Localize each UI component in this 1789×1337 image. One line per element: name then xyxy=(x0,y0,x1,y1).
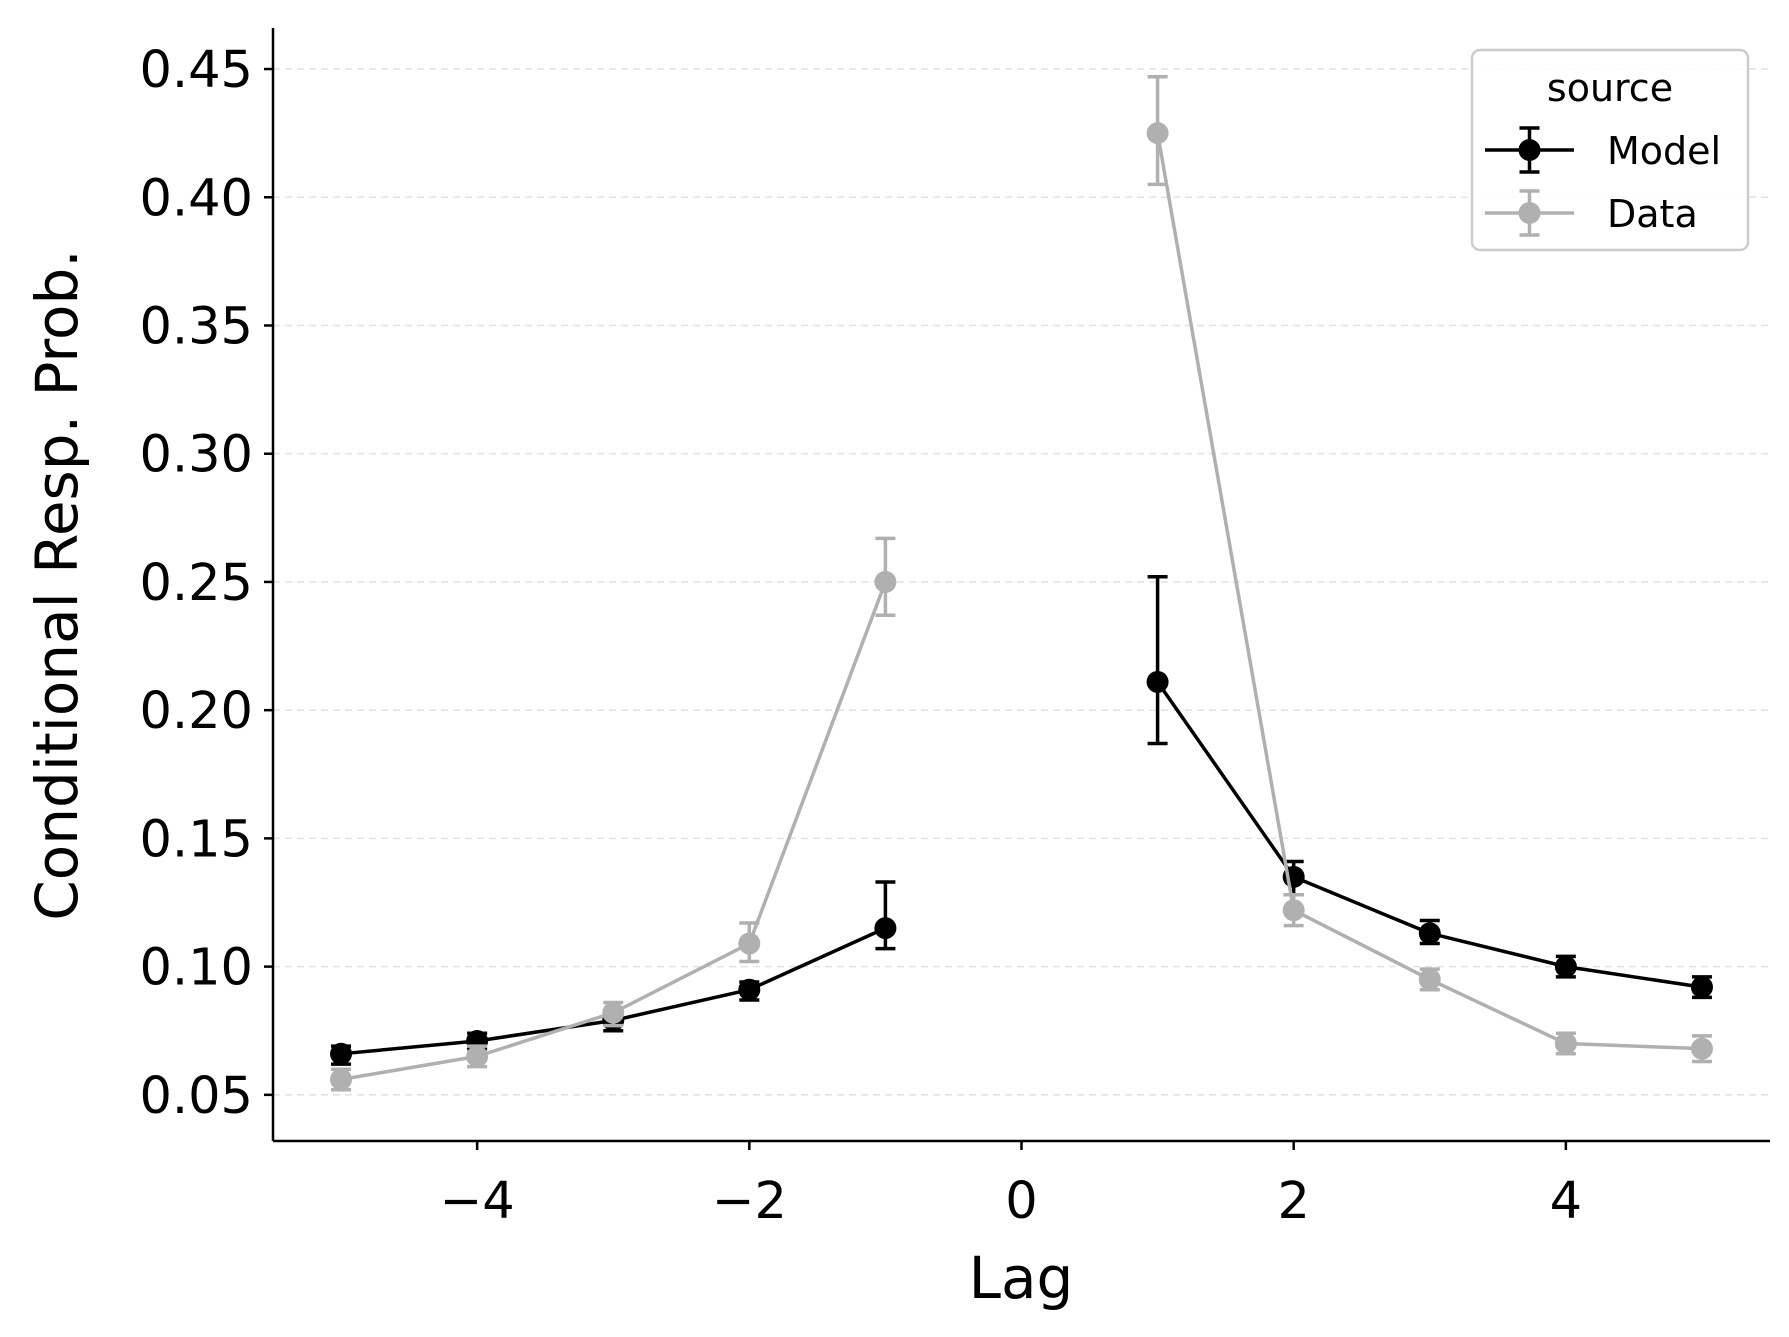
legend-entry-model: Model xyxy=(1485,126,1721,174)
y-tick-label: 0.35 xyxy=(139,297,253,356)
y-tick-label: 0.20 xyxy=(139,682,253,741)
x-tick-label: 2 xyxy=(1277,1172,1309,1231)
data-point xyxy=(466,1045,489,1068)
data-point xyxy=(1554,955,1577,978)
error-bar xyxy=(1147,575,1168,746)
y-axis-title: Conditional Resp. Prob. xyxy=(23,249,91,920)
y-tick-label: 0.10 xyxy=(139,939,253,998)
data-point xyxy=(1690,1037,1713,1060)
y-tick-label: 0.15 xyxy=(139,810,253,869)
series-line xyxy=(340,926,887,1056)
x-tick-label: 4 xyxy=(1550,1172,1582,1231)
legend-label: Data xyxy=(1607,192,1698,236)
x-axis-title: Lag xyxy=(969,1244,1074,1312)
legend-title: source xyxy=(1547,66,1673,110)
series-model xyxy=(330,575,1713,1066)
series-data xyxy=(330,74,1713,1092)
legend-marker xyxy=(1518,202,1541,224)
data-point xyxy=(1282,899,1305,922)
data-point xyxy=(602,1001,625,1024)
series xyxy=(330,74,1713,1092)
data-point xyxy=(330,1068,353,1091)
data-point xyxy=(874,570,897,593)
x-tick-label: 0 xyxy=(1005,1172,1037,1231)
legend-entry-data: Data xyxy=(1485,189,1698,237)
x-tick-label: −4 xyxy=(440,1172,515,1231)
grid xyxy=(273,68,1770,1096)
legend-label: Model xyxy=(1607,129,1721,173)
data-point xyxy=(1554,1032,1577,1055)
y-tick-label: 0.45 xyxy=(139,41,253,100)
legend-frame xyxy=(1470,48,1750,252)
data-point xyxy=(738,932,761,955)
legend-marker xyxy=(1518,139,1541,161)
y-tick-label: 0.40 xyxy=(139,169,253,228)
data-point xyxy=(1146,670,1169,693)
x-tick-label: −2 xyxy=(712,1172,787,1231)
data-point xyxy=(1418,922,1441,945)
ticks: 0.05 0.10 0.15 0.20 0.25 0.30 0.35 0.40 0.45 −4 −2… xyxy=(139,41,1582,1231)
y-tick-label: 0.30 xyxy=(139,426,253,485)
data-point xyxy=(1146,122,1169,145)
y-tick-label: 0.05 xyxy=(139,1067,253,1126)
data-point xyxy=(330,1042,353,1065)
legend: source Model Data xyxy=(1470,48,1750,252)
data-point xyxy=(874,917,897,940)
y-tick-label: 0.25 xyxy=(139,554,253,613)
series-line xyxy=(1155,132,1703,1051)
data-point xyxy=(1690,976,1713,999)
data-point xyxy=(738,978,761,1001)
data-point xyxy=(1418,968,1441,991)
